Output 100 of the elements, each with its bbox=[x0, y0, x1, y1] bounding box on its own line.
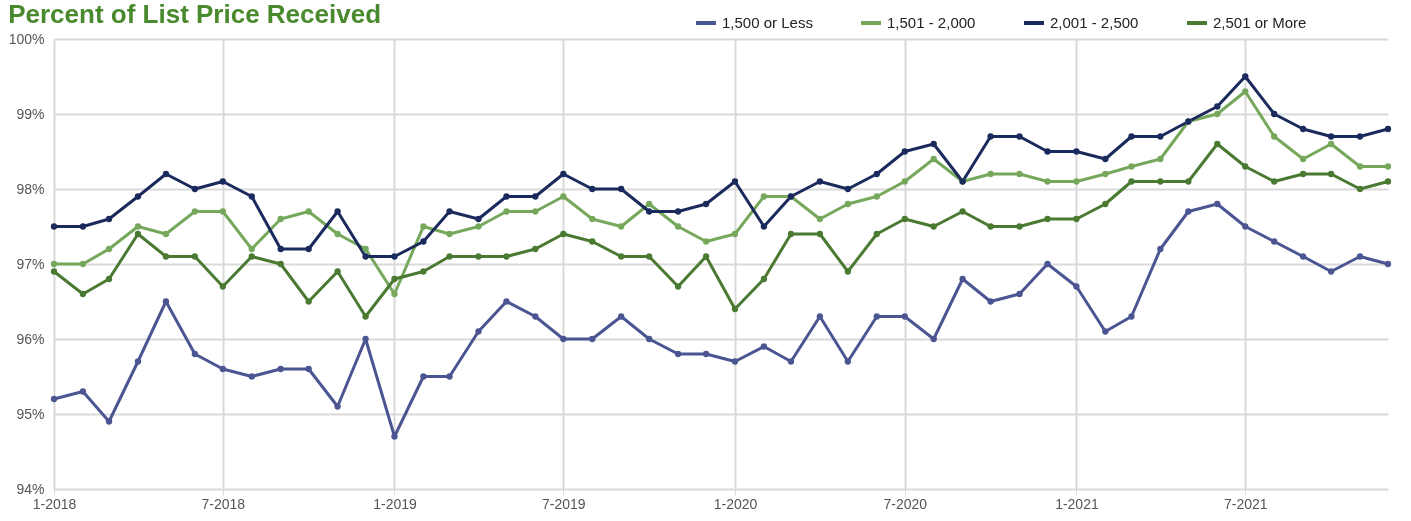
point bbox=[959, 208, 966, 215]
point bbox=[1102, 328, 1109, 335]
point bbox=[162, 253, 170, 260]
point bbox=[105, 245, 113, 253]
point bbox=[618, 253, 625, 260]
point bbox=[646, 200, 653, 208]
legend-label: 1,501 - 2,000 bbox=[887, 14, 976, 31]
y-tick-label: 94% bbox=[16, 480, 45, 497]
point bbox=[1073, 148, 1080, 155]
point bbox=[1356, 185, 1364, 193]
point bbox=[79, 260, 87, 268]
point bbox=[248, 245, 255, 253]
point bbox=[532, 193, 539, 200]
point bbox=[134, 358, 142, 365]
point bbox=[987, 170, 994, 178]
point bbox=[134, 223, 142, 230]
point bbox=[560, 230, 567, 238]
point bbox=[930, 223, 937, 230]
point bbox=[760, 343, 768, 350]
point bbox=[475, 253, 482, 260]
point bbox=[1214, 200, 1221, 208]
point bbox=[277, 215, 284, 223]
point bbox=[134, 193, 142, 200]
point bbox=[134, 230, 142, 238]
point bbox=[334, 208, 341, 215]
point bbox=[248, 193, 255, 200]
point bbox=[646, 253, 653, 260]
point bbox=[1157, 133, 1164, 140]
point bbox=[532, 245, 539, 253]
legend-label: 2,501 or More bbox=[1213, 14, 1307, 31]
point bbox=[446, 373, 453, 380]
point bbox=[1327, 268, 1335, 275]
point bbox=[816, 230, 824, 238]
point bbox=[1102, 200, 1109, 208]
point bbox=[589, 335, 596, 343]
point bbox=[731, 305, 739, 313]
point bbox=[334, 403, 341, 410]
point bbox=[219, 365, 227, 373]
point bbox=[589, 215, 596, 223]
point bbox=[987, 133, 994, 140]
point bbox=[1102, 155, 1109, 163]
x-tick-label: 1-2019 bbox=[373, 495, 418, 512]
point bbox=[391, 253, 398, 260]
point bbox=[191, 350, 199, 358]
x-tick-label: 1-2020 bbox=[713, 495, 758, 512]
point bbox=[1073, 283, 1080, 290]
point bbox=[1016, 290, 1023, 298]
x-tick-label: 1-2021 bbox=[1055, 495, 1099, 512]
point bbox=[1299, 253, 1307, 260]
point bbox=[1299, 155, 1307, 163]
point bbox=[1271, 178, 1278, 185]
point bbox=[873, 193, 880, 200]
point bbox=[1128, 163, 1135, 170]
point bbox=[589, 185, 596, 193]
y-tick-label: 98% bbox=[16, 180, 45, 197]
point bbox=[446, 253, 453, 260]
point bbox=[787, 358, 795, 365]
point bbox=[1299, 170, 1307, 178]
point bbox=[248, 373, 255, 380]
point bbox=[50, 268, 58, 275]
point bbox=[362, 253, 369, 260]
point bbox=[1016, 133, 1023, 140]
point bbox=[1299, 125, 1307, 133]
point bbox=[305, 245, 312, 253]
point bbox=[105, 275, 113, 283]
point bbox=[1327, 133, 1335, 140]
point bbox=[1242, 223, 1249, 230]
point bbox=[560, 170, 567, 178]
point bbox=[1271, 238, 1278, 245]
point bbox=[844, 268, 852, 275]
point bbox=[1128, 178, 1135, 185]
point bbox=[79, 290, 87, 298]
point bbox=[219, 208, 227, 215]
point bbox=[362, 245, 369, 253]
legend-label: 2,001 - 2,500 bbox=[1050, 14, 1139, 31]
point bbox=[1271, 133, 1278, 140]
point bbox=[731, 358, 739, 365]
point bbox=[674, 208, 682, 215]
point bbox=[391, 275, 398, 283]
point bbox=[1214, 103, 1221, 110]
point bbox=[674, 283, 682, 290]
point bbox=[1102, 170, 1109, 178]
point bbox=[731, 230, 739, 238]
point bbox=[987, 223, 994, 230]
point bbox=[930, 335, 937, 343]
x-tick-label: 7-2018 bbox=[201, 495, 246, 512]
y-tick-label: 99% bbox=[16, 105, 45, 122]
point bbox=[844, 185, 852, 193]
point bbox=[901, 215, 908, 223]
point bbox=[305, 208, 312, 215]
point bbox=[1185, 178, 1192, 185]
point bbox=[731, 178, 739, 185]
point bbox=[420, 223, 427, 230]
point bbox=[162, 170, 170, 178]
point bbox=[503, 253, 510, 260]
point bbox=[760, 275, 768, 283]
point bbox=[191, 185, 199, 193]
point bbox=[873, 313, 880, 320]
legend-label: 1,500 or Less bbox=[722, 14, 813, 31]
point bbox=[702, 350, 710, 358]
